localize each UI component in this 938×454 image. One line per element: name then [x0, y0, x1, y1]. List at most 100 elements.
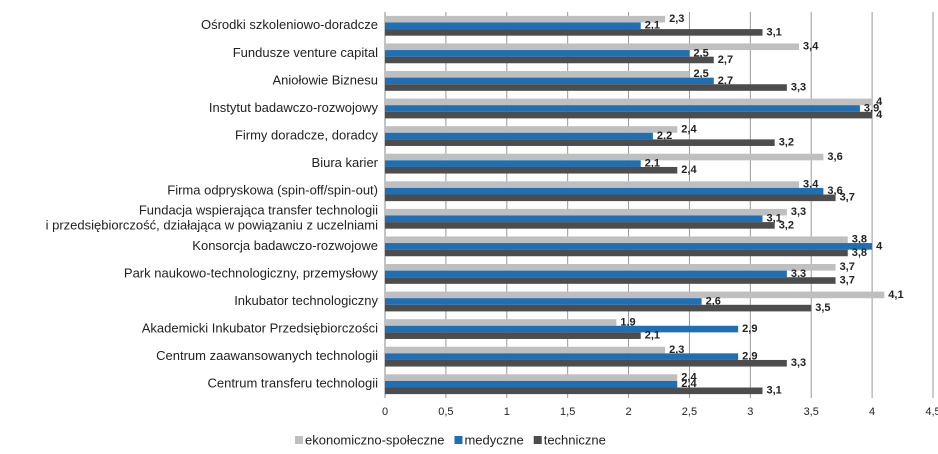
bar: [385, 346, 666, 354]
value-label: 3,9: [864, 102, 879, 114]
legend-swatch: [454, 436, 463, 444]
value-label: 3,1: [767, 213, 782, 225]
value-label: 2,1: [645, 330, 660, 342]
x-tick-label: 3: [747, 406, 753, 418]
value-label: 2,6: [706, 295, 721, 307]
bar: [385, 249, 848, 257]
value-label: 3,3: [791, 81, 806, 93]
value-label: 2,1: [645, 20, 660, 32]
y-tick-label: Firma odpryskowa (spin-off/spin-out): [167, 183, 378, 198]
y-tick-label: Instytut badawczo-rozwojowy: [209, 100, 379, 115]
value-label: 2,4: [681, 123, 697, 135]
value-label: 3,1: [767, 385, 782, 397]
bar: [385, 291, 885, 299]
value-label: 2,5: [693, 47, 708, 59]
y-tick-label: Konsorcja badawczo-rozwojowe: [192, 238, 378, 253]
bar: [385, 270, 787, 278]
value-label: 2,3: [669, 13, 684, 25]
bar: [385, 264, 836, 271]
y-tick-label: Aniołowie Biznesu: [272, 72, 378, 87]
legend-label: ekonomiczno-społeczne: [305, 432, 444, 447]
x-tick-label: 3,5: [804, 406, 819, 418]
value-label: 3,8: [852, 247, 867, 259]
value-label: 2,2: [657, 130, 672, 142]
value-label: 3,3: [791, 357, 806, 369]
legend-label: techniczne: [544, 432, 606, 447]
bar: [385, 222, 775, 229]
y-tick-label: Firmy doradcze, doradcy: [235, 128, 379, 143]
bar: [385, 84, 787, 91]
value-label: 3,4: [803, 179, 819, 191]
bar: [385, 380, 678, 388]
x-tick-label: 4,5: [925, 406, 938, 418]
x-tick-label: 0: [382, 406, 388, 418]
value-label: 3,2: [779, 219, 794, 231]
legend-swatch: [295, 436, 303, 444]
bar: [385, 50, 690, 57]
value-label: 3,8: [852, 234, 867, 246]
value-label: 2,4: [681, 378, 697, 390]
bar: [385, 153, 824, 161]
bar: [385, 56, 714, 64]
bar: [385, 160, 641, 167]
value-label: 1,9: [620, 316, 635, 328]
bar: [385, 22, 641, 30]
y-tick-label: Fundusze venture capital: [233, 45, 378, 60]
bar: [385, 243, 873, 250]
value-label: 3,3: [791, 206, 806, 218]
value-label: 2,7: [718, 75, 733, 87]
y-tick-label: Fundacja wspierająca transfer technologi…: [46, 203, 379, 233]
bar: [385, 132, 653, 140]
legend-swatch: [533, 436, 542, 444]
bar: [385, 43, 800, 51]
value-label: 2,4: [681, 164, 697, 176]
bar: [385, 71, 690, 78]
value-label: 4: [876, 96, 883, 108]
value-label: 3,7: [840, 274, 855, 286]
bar: [385, 208, 787, 216]
bar: [385, 105, 860, 112]
value-label: 2,1: [645, 158, 660, 170]
value-label: 3,6: [827, 151, 842, 163]
value-label: 4: [876, 240, 883, 252]
bar: [385, 187, 824, 195]
x-tick-label: 2: [625, 406, 631, 418]
x-tick-label: 4: [869, 406, 875, 418]
bar: [385, 181, 800, 188]
bar: [385, 353, 739, 360]
y-tick-label: Centrum zaawansowanych technologii: [156, 348, 378, 363]
value-label: 3,5: [815, 302, 830, 314]
value-label: 3,2: [779, 137, 794, 149]
bar: [385, 98, 873, 106]
value-label: 2,3: [669, 344, 684, 356]
value-label: 2,9: [742, 351, 757, 363]
x-tick-label: 2,5: [682, 406, 697, 418]
value-label: 4: [876, 109, 883, 121]
bar: [385, 387, 763, 395]
x-tick-label: 1,5: [560, 406, 575, 418]
value-label: 2,5: [693, 68, 708, 80]
bar: [385, 374, 678, 381]
bar: [385, 319, 617, 326]
value-label: 4,1: [888, 289, 903, 301]
bar: [385, 332, 641, 339]
legend-label: medyczne: [464, 432, 523, 447]
value-label: 3,1: [767, 26, 782, 38]
bar: [385, 215, 763, 223]
value-label: 2,7: [718, 54, 733, 66]
bar: [385, 359, 787, 367]
bar: [385, 77, 714, 85]
value-label: 2,9: [742, 323, 757, 335]
value-label: 3,6: [827, 185, 842, 197]
value-label: 3,4: [803, 41, 819, 53]
y-tick-label: Park naukowo-technologiczny, przemysłowy: [124, 265, 379, 280]
bar: [385, 304, 812, 312]
value-label: 2,4: [681, 372, 697, 384]
y-tick-label: Centrum transferu technologii: [207, 376, 378, 391]
bar: [385, 111, 873, 119]
bar: [385, 194, 836, 202]
bar: [385, 325, 739, 333]
value-label: 3,7: [840, 261, 855, 273]
bar: [385, 15, 666, 23]
